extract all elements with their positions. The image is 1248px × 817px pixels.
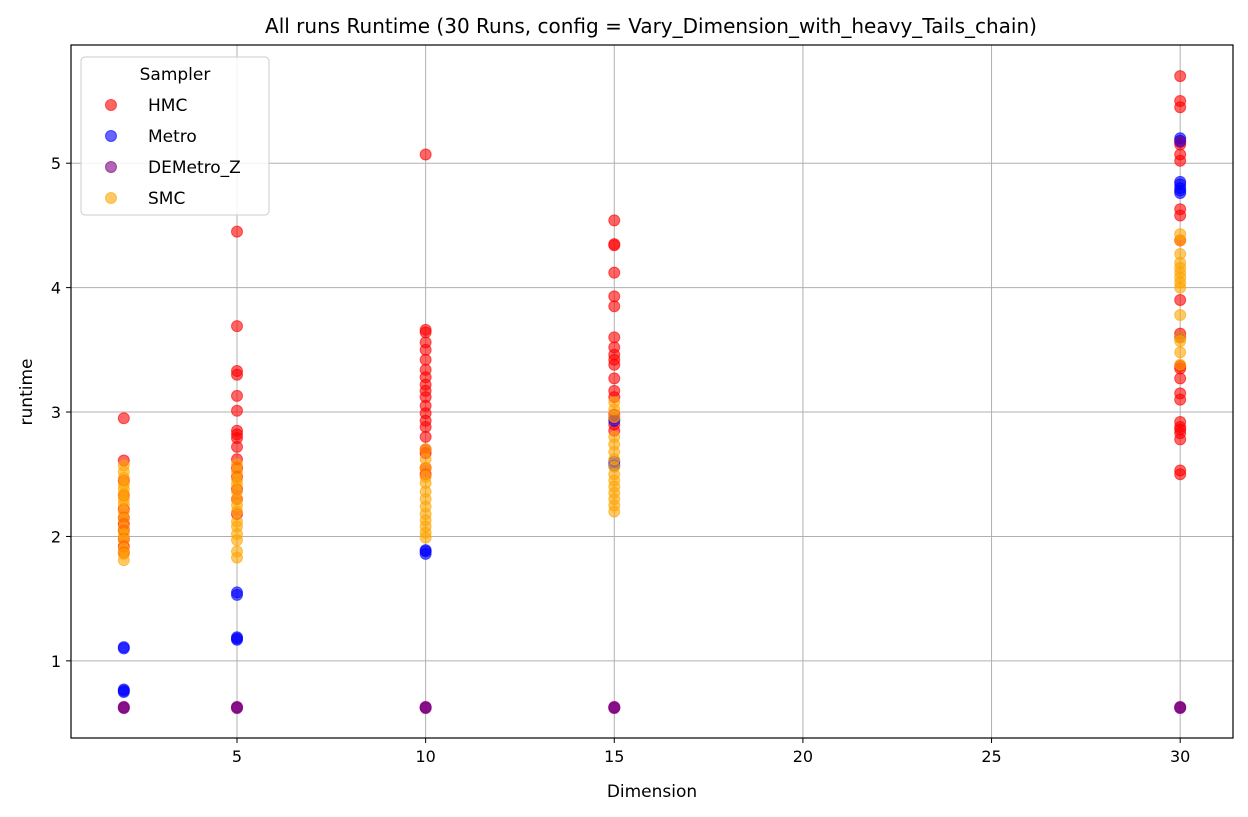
point-smc xyxy=(608,505,621,518)
x-tick-label: 15 xyxy=(604,747,624,766)
point-hmc xyxy=(608,331,621,344)
point-hmc xyxy=(419,420,432,433)
point-hmc xyxy=(231,389,243,402)
data-points xyxy=(117,70,1187,715)
point-smc xyxy=(1174,346,1187,359)
legend-marker-metro xyxy=(105,130,117,142)
point-smc xyxy=(1174,308,1187,321)
point-metro xyxy=(231,633,243,646)
point-metro xyxy=(231,588,243,601)
plot-frame xyxy=(70,44,1234,739)
legend-marker-hmc xyxy=(105,99,117,111)
axis-ticks: 5 10 15 20 25 30 1 2 3 4 5 xyxy=(51,154,1191,766)
point-hmc xyxy=(1174,154,1187,167)
x-tick-label: 10 xyxy=(415,747,435,766)
point-hmc xyxy=(419,343,432,356)
point-hmc xyxy=(608,214,621,227)
point-demetro-z xyxy=(117,702,130,715)
x-tick-label: 20 xyxy=(793,747,813,766)
point-hmc xyxy=(1174,294,1187,307)
legend: Sampler HMC Metro DEMetro_Z SMC xyxy=(80,56,270,216)
point-hmc xyxy=(419,326,432,339)
point-hmc xyxy=(608,239,621,252)
y-tick-label: 1 xyxy=(51,652,61,671)
point-hmc xyxy=(419,353,432,366)
point-metro xyxy=(1174,187,1187,200)
x-tick-label: 30 xyxy=(1170,747,1190,766)
legend-marker-smc xyxy=(105,192,117,204)
legend-label-smc: SMC xyxy=(148,189,185,209)
point-hmc xyxy=(1174,372,1187,385)
point-hmc xyxy=(1174,393,1187,406)
point-metro xyxy=(117,642,130,655)
y-tick-label: 5 xyxy=(51,154,61,173)
point-hmc xyxy=(608,290,621,303)
x-tick-label: 25 xyxy=(981,747,1001,766)
point-smc xyxy=(419,443,432,456)
point-hmc xyxy=(231,225,243,238)
point-smc xyxy=(1174,358,1187,371)
y-axis-label: runtime xyxy=(17,359,37,426)
point-smc xyxy=(231,505,243,518)
x-tick-label: 5 xyxy=(232,747,242,766)
legend-label-metro: Metro xyxy=(148,127,197,147)
y-tick-label: 2 xyxy=(51,527,61,546)
legend-label-demetro-z: DEMetro_Z xyxy=(148,158,241,178)
point-hmc xyxy=(608,372,621,385)
point-hmc xyxy=(231,404,243,417)
y-tick-label: 3 xyxy=(51,403,61,422)
point-hmc xyxy=(1174,468,1187,481)
x-axis-label: Dimension xyxy=(607,782,697,802)
point-demetro-z xyxy=(419,702,432,715)
point-metro xyxy=(419,547,432,560)
point-hmc xyxy=(608,358,621,371)
point-hmc xyxy=(117,412,130,425)
point-demetro-z xyxy=(231,702,243,715)
point-hmc xyxy=(1174,433,1187,446)
point-demetro-z xyxy=(1174,702,1187,715)
point-smc xyxy=(608,411,621,424)
point-hmc xyxy=(1174,209,1187,222)
point-smc xyxy=(231,551,243,564)
point-hmc xyxy=(231,320,243,333)
point-smc xyxy=(419,531,432,544)
legend-entries: HMC Metro DEMetro_Z SMC xyxy=(105,96,241,209)
point-smc xyxy=(1174,335,1187,348)
point-hmc xyxy=(608,300,621,313)
point-hmc xyxy=(231,368,243,381)
point-smc xyxy=(231,534,243,547)
chart-title: All runs Runtime (30 Runs, config = Vary… xyxy=(265,14,1037,38)
point-metro xyxy=(117,685,130,698)
point-hmc xyxy=(419,430,432,443)
point-demetro-z xyxy=(1174,136,1187,149)
point-hmc xyxy=(231,440,243,453)
y-tick-label: 4 xyxy=(51,279,61,298)
point-smc xyxy=(1174,234,1187,247)
point-hmc xyxy=(608,266,621,279)
legend-box xyxy=(80,56,270,216)
point-hmc xyxy=(1174,101,1187,114)
legend-marker-demetro-z xyxy=(105,161,117,173)
point-smc xyxy=(1174,281,1187,294)
point-hmc xyxy=(1174,70,1187,83)
point-smc xyxy=(117,554,130,567)
legend-title: Sampler xyxy=(140,65,211,85)
point-hmc xyxy=(419,148,432,161)
point-demetro-z xyxy=(608,702,621,715)
legend-label-hmc: HMC xyxy=(148,96,187,116)
